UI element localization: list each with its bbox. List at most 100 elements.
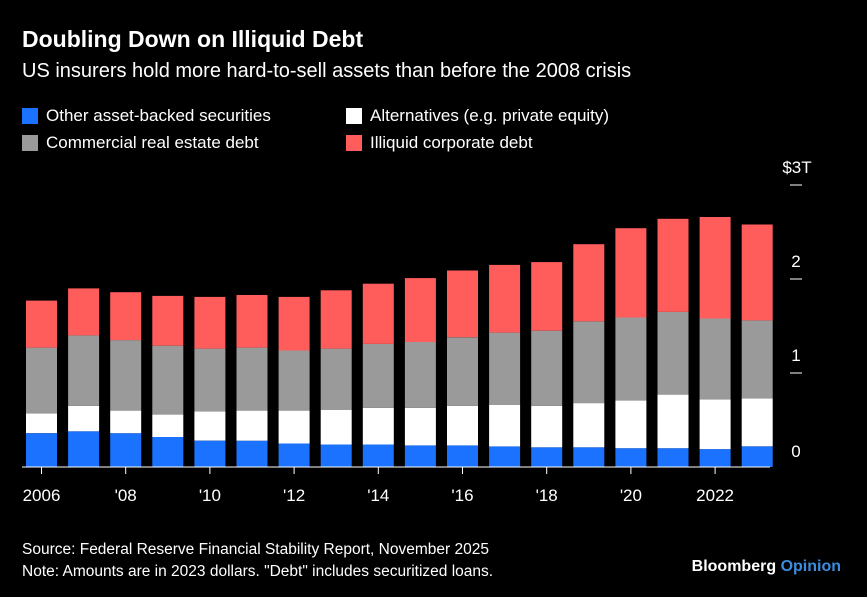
x-tick-label: '14: [367, 486, 389, 505]
bar-segment: [236, 410, 268, 441]
bar-segment: [741, 320, 773, 399]
bar-segment: [447, 405, 478, 446]
legend-swatch: [22, 135, 38, 151]
bar-segment: [741, 398, 773, 447]
x-tick-label: '12: [283, 486, 305, 505]
bar-segment: [68, 335, 100, 406]
bar-segment: [741, 446, 773, 467]
bar-segment: [447, 270, 478, 338]
bar-segment: [278, 443, 310, 467]
bar-segment: [699, 318, 731, 400]
bar-segment: [110, 410, 142, 434]
bar-segment: [447, 445, 478, 467]
legend-label: Other asset-backed securities: [46, 106, 271, 125]
bar-segment: [152, 345, 184, 415]
bar-segment: [236, 347, 268, 411]
brand-logo: Bloomberg Opinion: [692, 558, 841, 576]
bar-segment: [110, 292, 142, 341]
bar-segment: [615, 400, 647, 449]
bar-segment: [152, 436, 184, 467]
bar-segment: [320, 444, 352, 467]
bar-segment: [278, 296, 310, 351]
bar-segment: [657, 218, 689, 312]
bar-segment: [657, 311, 689, 395]
y-tick-label: 2: [791, 252, 800, 271]
bar-segment: [404, 407, 436, 446]
bar-segment: [573, 403, 605, 448]
bar-segment: [26, 413, 57, 434]
legend-label: Illiquid corporate debt: [370, 133, 533, 152]
bar-segment: [531, 262, 563, 331]
bar-segment: [699, 449, 731, 467]
bar-segment: [68, 405, 100, 432]
legend-item: Commercial real estate debt: [22, 133, 259, 153]
y-tick-label: $3T: [782, 158, 811, 177]
bar-segment: [68, 288, 100, 336]
x-tick-label: 2022: [696, 486, 734, 505]
bar-segment: [531, 447, 563, 467]
bar-segment: [278, 350, 310, 411]
chart-title: Doubling Down on Illiquid Debt: [22, 26, 364, 52]
legend-swatch: [346, 108, 362, 124]
bar-segment: [194, 411, 226, 441]
legend-swatch: [22, 108, 38, 124]
x-tick-label: '20: [620, 486, 642, 505]
bar-segment: [320, 290, 352, 349]
legend-swatch: [346, 135, 362, 151]
bar-segment: [194, 296, 226, 349]
bar-segment: [615, 228, 647, 318]
bar-segment: [699, 217, 731, 319]
source-note: Source: Federal Reserve Financial Stabil…: [22, 541, 489, 558]
legend-label: Alternatives (e.g. private equity): [370, 106, 610, 125]
x-tick-label: '16: [451, 486, 473, 505]
bar-segment: [699, 399, 731, 450]
bar-segment: [531, 330, 563, 406]
bar-segment: [447, 337, 478, 406]
bar-segment: [110, 433, 142, 467]
legend-item: Illiquid corporate debt: [346, 133, 533, 153]
bar-segment: [489, 405, 521, 447]
chart-subtitle: US insurers hold more hard-to-sell asset…: [22, 60, 632, 82]
bar-segment: [26, 347, 57, 414]
bar-segment: [26, 433, 57, 467]
bar-segment: [320, 409, 352, 445]
bar-segment: [404, 278, 436, 342]
bar-segment: [615, 317, 647, 401]
bar-segment: [489, 332, 521, 405]
bar-segment: [362, 283, 394, 344]
bar-segment: [26, 300, 57, 348]
bar-segment: [194, 348, 226, 412]
bar-segment: [404, 342, 436, 408]
bar-segment: [657, 394, 689, 449]
bar-segment: [194, 440, 226, 467]
footnote: Note: Amounts are in 2023 dollars. "Debt…: [22, 563, 494, 580]
bar-segment: [573, 244, 605, 322]
bar-segment: [278, 410, 310, 444]
bar-segment: [615, 448, 647, 467]
bar-segment: [362, 343, 394, 408]
x-tick-label: 2006: [23, 486, 61, 505]
bar-segment: [68, 431, 100, 467]
bar-segment: [362, 407, 394, 445]
bar-segment: [573, 321, 605, 404]
bar-segment: [236, 295, 268, 348]
bar-segment: [573, 447, 605, 467]
bar-segment: [404, 445, 436, 467]
x-tick-label: '08: [115, 486, 137, 505]
x-tick-label: '10: [199, 486, 221, 505]
bar-segment: [152, 295, 184, 346]
brand-main: Bloomberg: [691, 558, 777, 575]
legend-label: Commercial real estate debt: [46, 133, 259, 152]
bar-segment: [110, 340, 142, 411]
x-tick-label: '18: [536, 486, 558, 505]
bar-segment: [657, 448, 689, 467]
bar-segment: [489, 264, 521, 333]
legend-item: Alternatives (e.g. private equity): [346, 106, 609, 126]
bar-segment: [362, 444, 394, 467]
bar-segment: [152, 414, 184, 437]
bar-segment: [236, 440, 268, 467]
brand-accent: Opinion: [780, 558, 841, 575]
y-tick-label: 1: [791, 346, 800, 365]
y-tick-label: 0: [791, 442, 800, 461]
bar-segment: [741, 224, 773, 321]
